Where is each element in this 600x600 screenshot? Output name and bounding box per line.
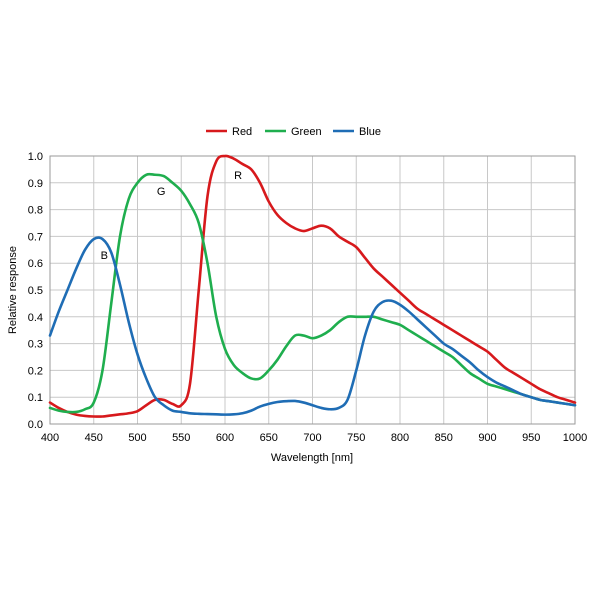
curve-annotation: R [234, 170, 242, 182]
y-tick-label: 0.1 [28, 392, 43, 404]
plot-area-border [49, 155, 576, 425]
y-tick-label: 0.4 [28, 312, 43, 324]
x-tick-label: 900 [478, 432, 496, 444]
x-tick-label: 400 [41, 432, 59, 444]
x-tick-label: 800 [391, 432, 409, 444]
x-tick-label: 750 [347, 432, 365, 444]
x-axis-title: Wavelength [nm] [271, 452, 353, 464]
grid [49, 155, 576, 425]
legend-label-blue: Blue [359, 126, 381, 138]
x-tick-label: 1000 [563, 432, 587, 444]
x-axis-ticks: 400 450 500 550 600 650 700 750 800 850 900 950 1000 [41, 432, 587, 444]
y-tick-label: 0.2 [28, 365, 43, 377]
series-line-green [48, 172, 577, 414]
x-tick-label: 550 [172, 432, 190, 444]
curve-annotation: G [157, 186, 166, 198]
y-tick-label: 0.5 [28, 285, 43, 297]
y-tick-label: 0.6 [28, 258, 43, 270]
y-axis-title: Relative response [7, 246, 19, 334]
y-tick-label: 1.0 [28, 151, 43, 163]
x-tick-label: 600 [216, 432, 234, 444]
curve-annotation: B [101, 250, 108, 262]
x-tick-label: 450 [85, 432, 103, 444]
legend-label-red: Red [232, 126, 252, 138]
curve-annotations: R G B [101, 170, 243, 262]
series-line-red [48, 154, 577, 418]
x-tick-label: 650 [260, 432, 278, 444]
plot-frame [49, 155, 576, 425]
y-tick-label: 0.7 [28, 231, 43, 243]
x-tick-label: 700 [303, 432, 321, 444]
x-tick-label: 500 [128, 432, 146, 444]
y-axis-ticks: 0.0 0.1 0.2 0.3 0.4 0.5 0.6 0.7 0.8 0.9 1.0 [28, 151, 43, 431]
series-lines [48, 154, 577, 418]
y-tick-label: 0.3 [28, 339, 43, 351]
y-tick-label: 0.8 [28, 205, 43, 217]
y-tick-label: 0.0 [28, 419, 43, 431]
x-tick-label: 950 [522, 432, 540, 444]
legend-label-green: Green [291, 126, 322, 138]
x-tick-label: 850 [435, 432, 453, 444]
y-tick-label: 0.9 [28, 178, 43, 190]
series-line-blue [48, 236, 577, 416]
legend: Red Green Blue [206, 126, 381, 138]
